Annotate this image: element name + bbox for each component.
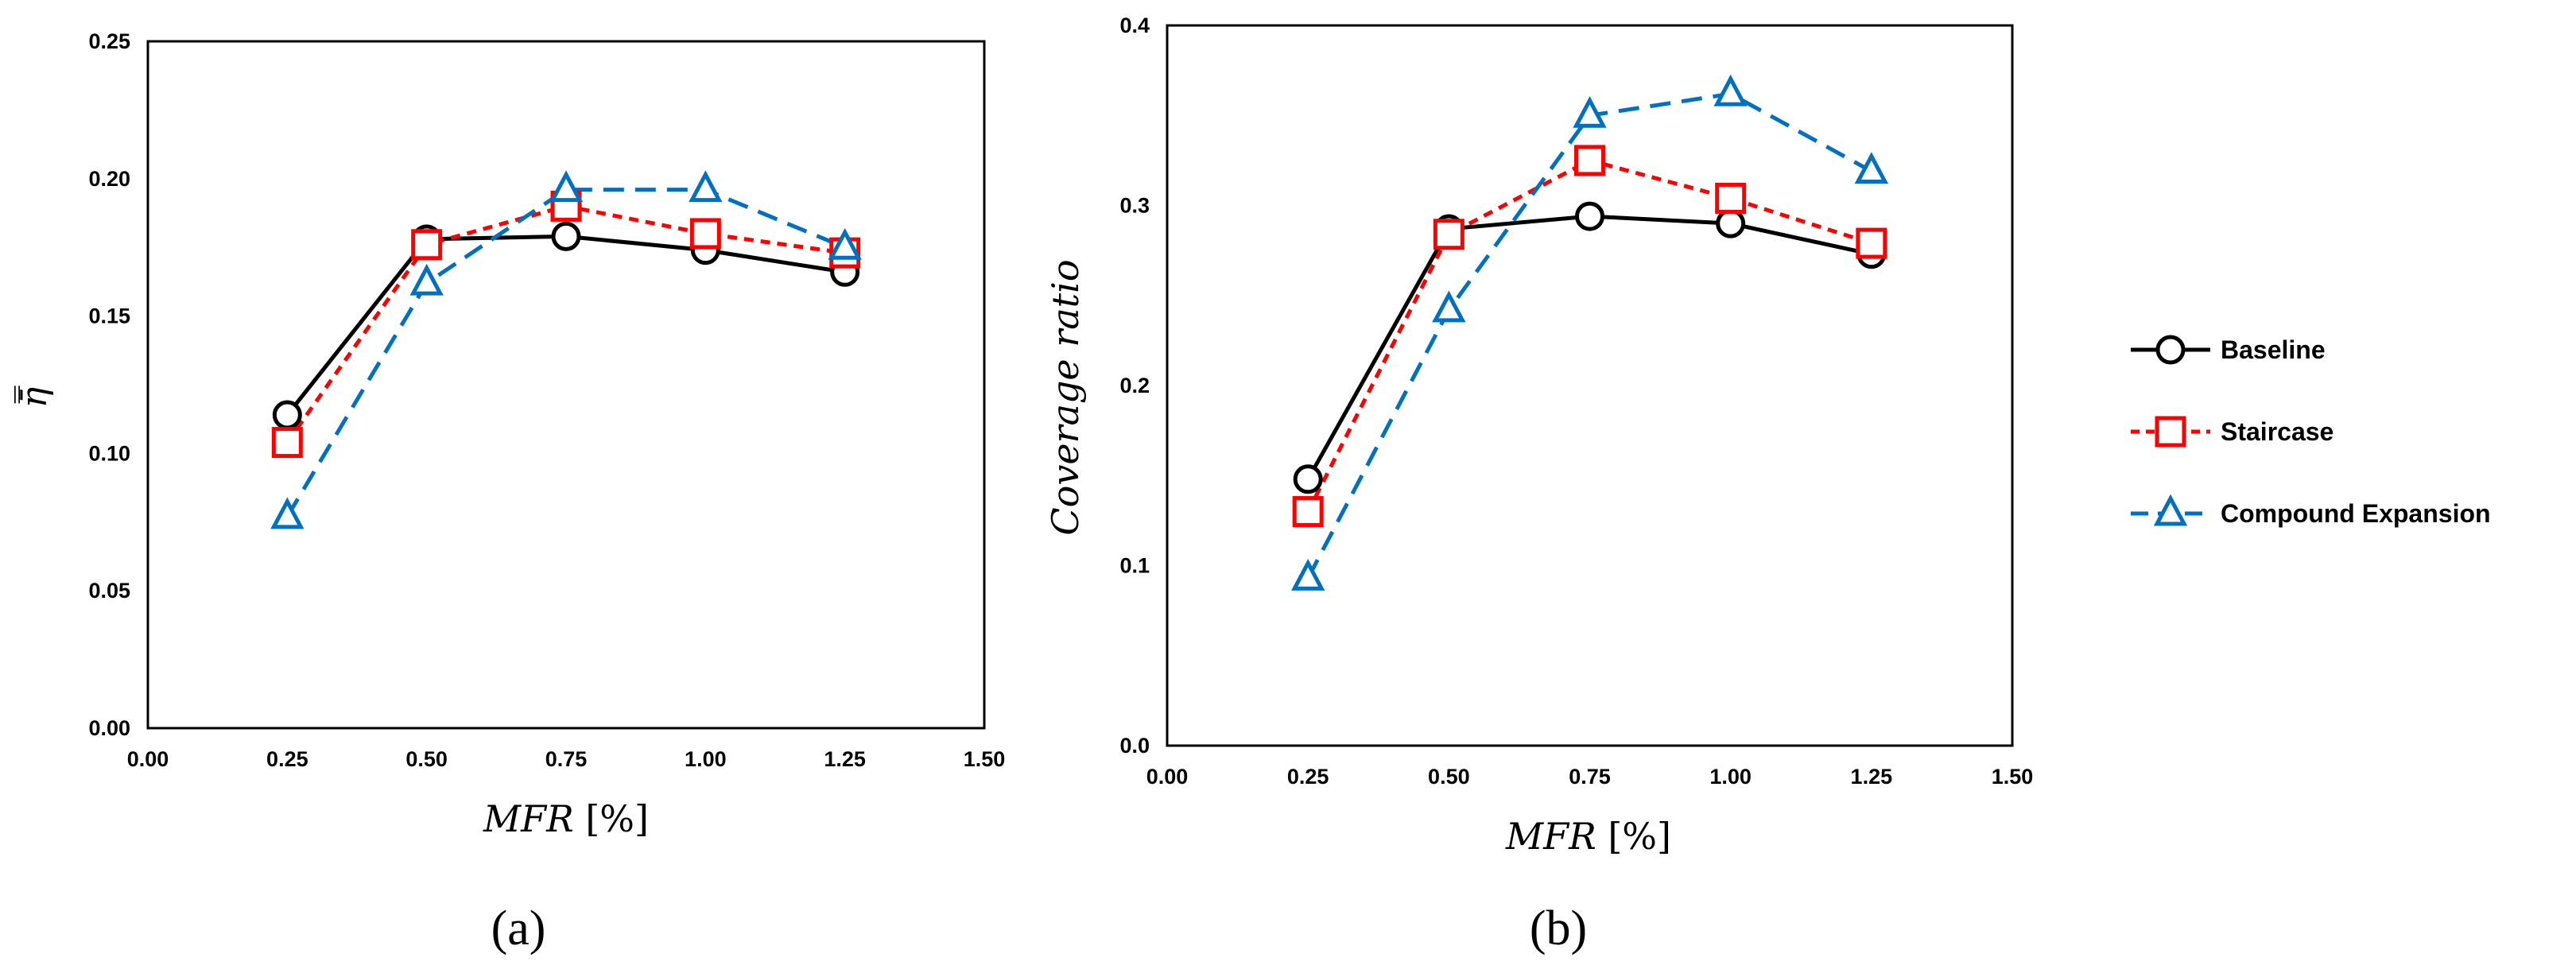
data-point-baseline: [1575, 201, 1604, 231]
x-axis-var-b: MFR: [1505, 815, 1596, 858]
series-group-b: [1291, 74, 1888, 591]
panel-label-a: (a): [491, 901, 546, 955]
x-tick-labels-a: 0.00 0.25 0.50 0.75 1.00 1.25 1.50: [127, 747, 1006, 771]
x-tick-label: 1.00: [685, 747, 727, 771]
data-point-staircase: [1856, 227, 1887, 259]
data-point-compound-expansion: [1291, 559, 1325, 591]
y-axis-title-b: Coverage ratio: [1044, 259, 1087, 535]
y-tick-label: 0.00: [88, 716, 130, 740]
legend-label: Compound Expansion: [2221, 499, 2491, 528]
plot-area-b: [1166, 24, 2014, 747]
x-tick-label: 0.75: [545, 747, 588, 771]
data-point-baseline: [272, 400, 302, 430]
x-axis-unit-a: [%]: [585, 797, 649, 840]
data-point-compound-expansion: [1854, 152, 1888, 184]
legend-marker-circle: [2155, 335, 2186, 365]
x-tick-label: 0.25: [1287, 765, 1329, 789]
y-tick-label: 0.1: [1119, 554, 1150, 578]
legend-marker-triangle: [2153, 494, 2188, 526]
x-tick-label: 1.00: [1709, 765, 1752, 789]
data-point-compound-expansion: [1573, 95, 1607, 128]
y-tick-label: 0.3: [1119, 194, 1150, 218]
x-tick-labels-b: 0.00 0.25 0.50 0.75 1.00 1.25 1.50: [1146, 765, 2034, 789]
data-point-compound-expansion: [1713, 74, 1748, 107]
data-point-baseline: [1716, 208, 1746, 238]
x-tick-label: 1.25: [1851, 765, 1893, 789]
y-axis-title-a: η̄̿: [14, 386, 55, 408]
data-point-staircase: [1433, 219, 1465, 250]
y-tick-label: 0.05: [88, 579, 130, 603]
data-point-staircase: [271, 427, 303, 459]
data-point-compound-expansion: [549, 170, 584, 203]
y-tick-label: 0.20: [88, 167, 130, 191]
data-point-compound-expansion: [270, 497, 305, 529]
x-tick-label: 0.00: [127, 747, 169, 771]
y-tick-label: 0.25: [88, 29, 130, 53]
y-tick-label: 0.15: [88, 304, 130, 328]
x-tick-label: 0.50: [1428, 765, 1470, 789]
series-group-a: [270, 170, 862, 529]
y-tick-label: 0.4: [1119, 14, 1150, 37]
x-tick-label: 0.00: [1146, 765, 1189, 789]
legend-label: Baseline: [2221, 335, 2326, 364]
data-point-compound-expansion: [828, 227, 862, 260]
data-point-compound-expansion: [409, 263, 444, 296]
legend-marker-square: [2155, 416, 2186, 448]
data-point-staircase: [1715, 182, 1747, 214]
plot-area-a: [146, 40, 986, 730]
data-point-staircase: [1574, 145, 1605, 176]
chart-panel-b: 0.0 0.1 0.2 0.3 0.4 0.00 0.25 0.50 0.75 1.00 1.25…: [1044, 14, 2033, 955]
y-tick-label: 0.0: [1119, 734, 1150, 758]
data-point-baseline: [1293, 464, 1323, 494]
data-point-compound-expansion: [1432, 290, 1466, 323]
legend-item-compound-expansion: Compound Expansion: [2131, 494, 2491, 528]
data-point-compound-expansion: [689, 170, 723, 203]
y-tick-label: 0.10: [88, 441, 130, 465]
data-point-staircase: [689, 218, 721, 250]
x-tick-label: 1.50: [1992, 765, 2034, 789]
x-tick-label: 0.50: [405, 747, 448, 771]
y-tick-labels-b: 0.0 0.1 0.2 0.3 0.4: [1119, 14, 1150, 758]
chart-panel-a: 0.00 0.05 0.10 0.15 0.20 0.25 0.00 0.25 0.50 0.7…: [14, 29, 1005, 955]
panel-label-b: (b): [1530, 901, 1587, 955]
data-point-baseline: [551, 221, 581, 251]
legend-item-staircase: Staircase: [2131, 416, 2334, 448]
legend: Baseline Staircase Compound Expansion: [2131, 335, 2491, 528]
data-point-staircase: [411, 229, 443, 261]
x-axis-var-a: MFR: [483, 797, 574, 840]
legend-item-baseline: Baseline: [2131, 335, 2326, 365]
x-axis-unit-b: [%]: [1608, 815, 1671, 858]
x-tick-label: 1.50: [964, 747, 1006, 771]
x-axis-title-a: MFR [%]: [483, 797, 649, 840]
legend-label: Staircase: [2221, 417, 2334, 446]
x-tick-label: 0.25: [266, 747, 308, 771]
y-tick-labels-a: 0.00 0.05 0.10 0.15 0.20 0.25: [88, 29, 130, 740]
x-tick-label: 0.75: [1569, 765, 1611, 789]
x-tick-label: 1.25: [824, 747, 866, 771]
y-tick-label: 0.2: [1119, 374, 1150, 397]
x-axis-title-b: MFR [%]: [1505, 815, 1671, 858]
data-point-staircase: [1292, 496, 1324, 528]
